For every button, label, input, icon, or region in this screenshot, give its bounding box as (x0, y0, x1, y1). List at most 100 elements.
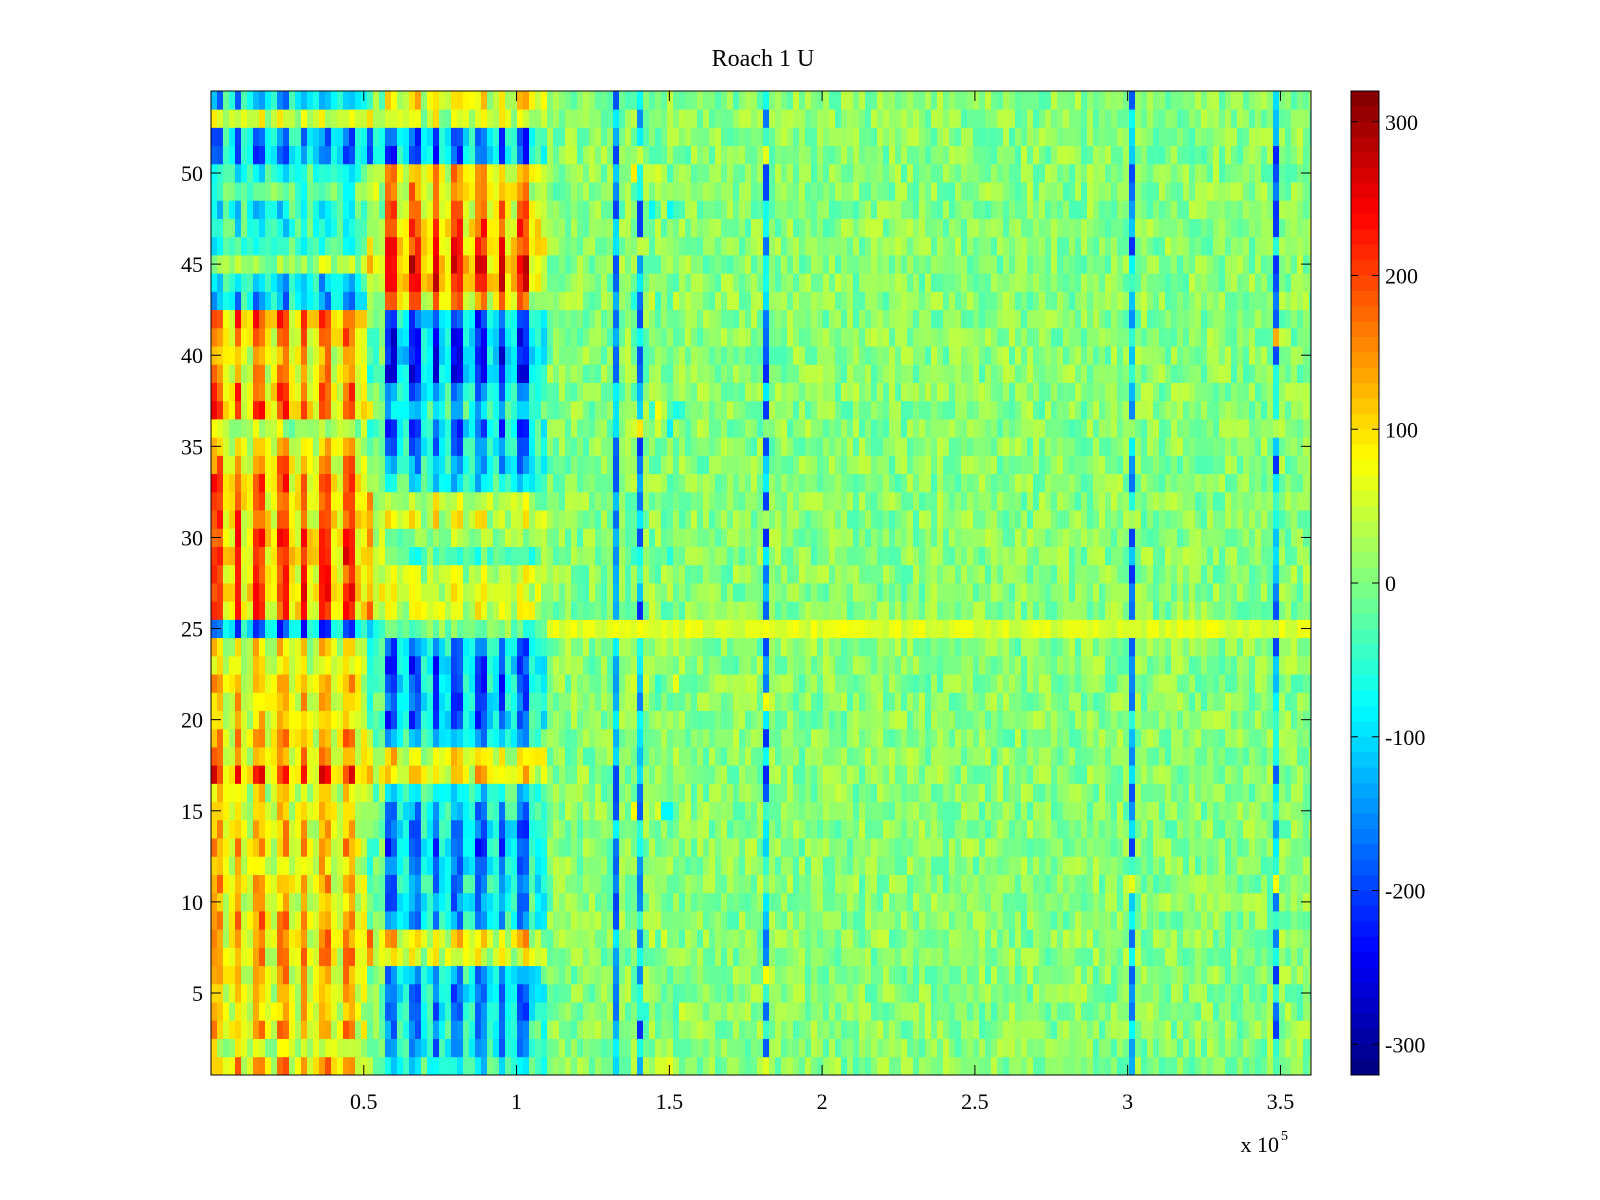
heatmap-cell (877, 1038, 884, 1058)
heatmap-cell (835, 601, 842, 620)
heatmap-cell (955, 911, 962, 930)
heatmap-cell (451, 1038, 458, 1058)
heatmap-cell (895, 728, 902, 748)
heatmap-cell (715, 929, 722, 948)
heatmap-cell (373, 601, 380, 620)
heatmap-cell (853, 692, 860, 711)
heatmap-cell (1183, 947, 1190, 967)
heatmap-cell (1231, 983, 1238, 1003)
heatmap-cell (427, 692, 434, 711)
heatmap-cell (739, 947, 746, 967)
heatmap-cell (1255, 874, 1262, 894)
heatmap-cell (859, 728, 866, 748)
heatmap-cell (385, 856, 392, 875)
heatmap-cell (577, 1038, 584, 1058)
heatmap-cell (661, 1038, 668, 1058)
heatmap-cell (403, 1002, 410, 1021)
heatmap-cell (1189, 747, 1196, 766)
heatmap-cell (769, 874, 776, 894)
heatmap-cell (865, 692, 872, 711)
heatmap-cell (1213, 619, 1220, 639)
heatmap-cell (619, 1020, 626, 1039)
heatmap-cell (1105, 856, 1112, 875)
heatmap-cell (1243, 619, 1250, 639)
heatmap-cell (607, 710, 614, 730)
heatmap-cell (1159, 783, 1166, 803)
heatmap-cell (799, 911, 806, 930)
heatmap-cell (247, 874, 254, 894)
heatmap-cell (691, 856, 698, 875)
heatmap-cell (619, 747, 626, 766)
heatmap-cell (1273, 819, 1280, 839)
heatmap-cell (1081, 674, 1088, 693)
heatmap-cell (517, 674, 524, 693)
heatmap-cell (373, 929, 380, 948)
heatmap-cell (421, 692, 428, 711)
heatmap-cell (763, 856, 770, 875)
heatmap-cell (955, 710, 962, 730)
heatmap-cell (607, 819, 614, 839)
heatmap-cell (571, 692, 578, 711)
heatmap-cell (445, 929, 452, 948)
heatmap-cell (1159, 655, 1166, 675)
heatmap-cell (295, 838, 302, 857)
heatmap-cell (1141, 783, 1148, 803)
heatmap-cell (577, 965, 584, 985)
heatmap-cell (841, 674, 848, 693)
heatmap-cell (979, 710, 986, 730)
heatmap-cell (1213, 911, 1220, 930)
heatmap-cell (733, 783, 740, 803)
heatmap-cell (343, 801, 350, 821)
heatmap-cell (937, 1056, 944, 1076)
heatmap-cell (565, 947, 572, 967)
heatmap-cell (1141, 747, 1148, 766)
heatmap-cell (793, 983, 800, 1003)
heatmap-cell (715, 728, 722, 748)
heatmap-cell (769, 1002, 776, 1021)
heatmap-cell (643, 1038, 650, 1058)
heatmap-cell (1285, 619, 1292, 639)
heatmap-cell (1165, 874, 1172, 894)
heatmap-cell (649, 838, 656, 857)
heatmap-cell (913, 637, 920, 657)
heatmap-cell (823, 1038, 830, 1058)
heatmap-cell (295, 710, 302, 730)
heatmap-cell (319, 765, 326, 784)
heatmap-cell (1303, 874, 1310, 894)
heatmap-cell (709, 929, 716, 948)
heatmap-cell (1153, 728, 1160, 748)
heatmap-cell (445, 747, 452, 766)
heatmap-cell (547, 874, 554, 894)
heatmap-cell (913, 892, 920, 912)
heatmap-cell (277, 1038, 284, 1058)
heatmap-cell (1255, 1002, 1262, 1021)
heatmap-cell (493, 838, 500, 857)
heatmap-cell (775, 637, 782, 657)
heatmap-cell (919, 783, 926, 803)
heatmap-cell (391, 747, 398, 766)
heatmap-cell (1003, 619, 1010, 639)
heatmap-cell (841, 655, 848, 675)
heatmap-cell (1087, 692, 1094, 711)
heatmap-cell (379, 983, 386, 1003)
heatmap-cell (799, 619, 806, 639)
heatmap-cell (445, 965, 452, 985)
heatmap-cell (1183, 819, 1190, 839)
heatmap-cell (511, 728, 518, 748)
heatmap-cell (985, 601, 992, 620)
heatmap-cell (985, 856, 992, 875)
heatmap-cell (367, 710, 374, 730)
heatmap-cell (799, 874, 806, 894)
heatmap-cell (1027, 1038, 1034, 1058)
heatmap-cell (289, 819, 296, 839)
heatmap-cell (1009, 1020, 1016, 1039)
heatmap-cell (319, 728, 326, 748)
heatmap-cell (1255, 747, 1262, 766)
heatmap-cell (883, 911, 890, 930)
heatmap-cell (313, 929, 320, 948)
heatmap-cell (403, 674, 410, 693)
heatmap-cell (301, 947, 308, 967)
heatmap-cell (223, 1038, 230, 1058)
heatmap-cell (277, 892, 284, 912)
heatmap-cell (313, 710, 320, 730)
